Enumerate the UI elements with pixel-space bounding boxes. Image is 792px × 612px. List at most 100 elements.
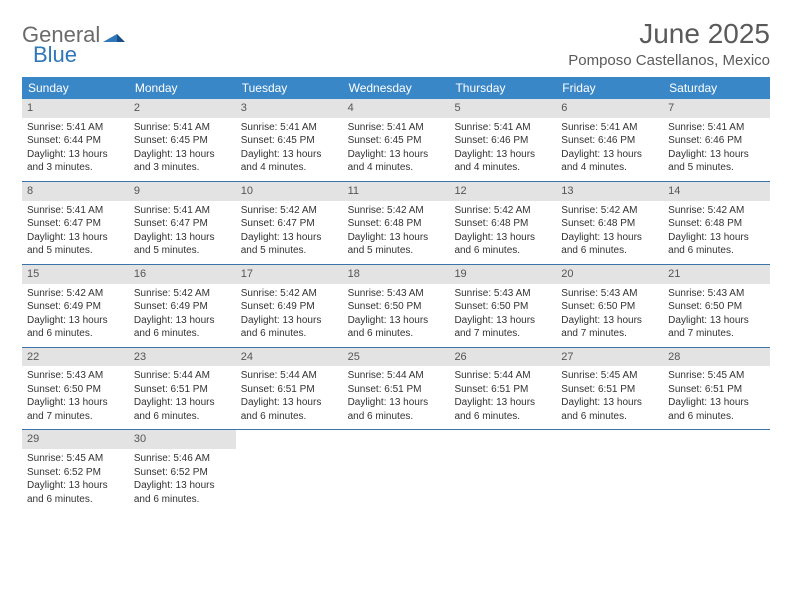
sunrise-text: Sunrise: 5:42 AM: [241, 287, 338, 301]
day-number: 3: [236, 99, 343, 118]
day-number: 17: [236, 265, 343, 284]
daylight-text: Daylight: 13 hours and 6 minutes.: [348, 314, 445, 341]
day-cell: 6Sunrise: 5:41 AMSunset: 6:46 PMDaylight…: [556, 99, 663, 181]
day-body: Sunrise: 5:46 AMSunset: 6:52 PMDaylight:…: [129, 449, 236, 512]
brand-word-2: Blue: [33, 42, 77, 68]
brand-mark-icon: [103, 22, 125, 48]
sunset-text: Sunset: 6:51 PM: [134, 383, 231, 397]
day-header-thu: Thursday: [449, 77, 556, 99]
sunrise-text: Sunrise: 5:41 AM: [241, 121, 338, 135]
sunset-text: Sunset: 6:45 PM: [134, 134, 231, 148]
day-cell: 12Sunrise: 5:42 AMSunset: 6:48 PMDayligh…: [449, 182, 556, 264]
day-cell: 24Sunrise: 5:44 AMSunset: 6:51 PMDayligh…: [236, 348, 343, 430]
daylight-text: Daylight: 13 hours and 6 minutes.: [561, 231, 658, 258]
sunset-text: Sunset: 6:49 PM: [241, 300, 338, 314]
day-body: Sunrise: 5:41 AMSunset: 6:45 PMDaylight:…: [129, 118, 236, 181]
daylight-text: Daylight: 13 hours and 4 minutes.: [454, 148, 551, 175]
title-block: June 2025 Pomposo Castellanos, Mexico: [568, 18, 770, 69]
day-body: Sunrise: 5:44 AMSunset: 6:51 PMDaylight:…: [236, 366, 343, 429]
daylight-text: Daylight: 13 hours and 6 minutes.: [134, 314, 231, 341]
calendar-grid: Sunday Monday Tuesday Wednesday Thursday…: [22, 77, 770, 512]
day-number: 20: [556, 265, 663, 284]
sunrise-text: Sunrise: 5:42 AM: [241, 204, 338, 218]
sunset-text: Sunset: 6:48 PM: [668, 217, 765, 231]
daylight-text: Daylight: 13 hours and 6 minutes.: [454, 231, 551, 258]
day-number: 30: [129, 430, 236, 449]
sunset-text: Sunset: 6:50 PM: [668, 300, 765, 314]
daylight-text: Daylight: 13 hours and 4 minutes.: [348, 148, 445, 175]
day-cell: 18Sunrise: 5:43 AMSunset: 6:50 PMDayligh…: [343, 265, 450, 347]
day-cell: 9Sunrise: 5:41 AMSunset: 6:47 PMDaylight…: [129, 182, 236, 264]
sunset-text: Sunset: 6:47 PM: [27, 217, 124, 231]
day-body: Sunrise: 5:41 AMSunset: 6:45 PMDaylight:…: [236, 118, 343, 181]
day-number: 25: [343, 348, 450, 367]
month-title: June 2025: [568, 18, 770, 50]
day-cell: 11Sunrise: 5:42 AMSunset: 6:48 PMDayligh…: [343, 182, 450, 264]
day-number: 13: [556, 182, 663, 201]
sunrise-text: Sunrise: 5:41 AM: [134, 121, 231, 135]
daylight-text: Daylight: 13 hours and 7 minutes.: [561, 314, 658, 341]
sunset-text: Sunset: 6:45 PM: [241, 134, 338, 148]
day-header-wed: Wednesday: [343, 77, 450, 99]
day-cell: 14Sunrise: 5:42 AMSunset: 6:48 PMDayligh…: [663, 182, 770, 264]
day-cell: 23Sunrise: 5:44 AMSunset: 6:51 PMDayligh…: [129, 348, 236, 430]
day-cell: 20Sunrise: 5:43 AMSunset: 6:50 PMDayligh…: [556, 265, 663, 347]
daylight-text: Daylight: 13 hours and 3 minutes.: [27, 148, 124, 175]
sunset-text: Sunset: 6:47 PM: [241, 217, 338, 231]
day-body: Sunrise: 5:42 AMSunset: 6:49 PMDaylight:…: [22, 284, 129, 347]
sunrise-text: Sunrise: 5:45 AM: [27, 452, 124, 466]
day-cell: 8 Sunrise: 5:41 AMSunset: 6:47 PMDaylight…: [22, 182, 129, 264]
sunrise-text: Sunrise: 5:43 AM: [668, 287, 765, 301]
daylight-text: Daylight: 13 hours and 6 minutes.: [668, 231, 765, 258]
sunset-text: Sunset: 6:52 PM: [134, 466, 231, 480]
day-number: 27: [556, 348, 663, 367]
daylight-text: Daylight: 13 hours and 6 minutes.: [348, 396, 445, 423]
location-text: Pomposo Castellanos, Mexico: [568, 52, 770, 69]
daylight-text: Daylight: 13 hours and 6 minutes.: [668, 396, 765, 423]
day-body: Sunrise: 5:45 AMSunset: 6:52 PMDaylight:…: [22, 449, 129, 512]
sunrise-text: Sunrise: 5:41 AM: [561, 121, 658, 135]
day-body: Sunrise: 5:42 AMSunset: 6:49 PMDaylight:…: [129, 284, 236, 347]
sunrise-text: Sunrise: 5:41 AM: [27, 204, 124, 218]
week-row: 8Sunrise: 5:41 AMSunset: 6:47 PMDaylight…: [22, 182, 770, 265]
sunset-text: Sunset: 6:49 PM: [134, 300, 231, 314]
sunrise-text: Sunrise: 5:42 AM: [561, 204, 658, 218]
day-header-row: Sunday Monday Tuesday Wednesday Thursday…: [22, 77, 770, 99]
day-header-tue: Tuesday: [236, 77, 343, 99]
empty-cell: [663, 430, 770, 512]
day-body: Sunrise: 5:42 AMSunset: 6:49 PMDaylight:…: [236, 284, 343, 347]
day-cell: 13 Sunrise: 5:42 AMSunset: 6:48 PMDayligh…: [556, 182, 663, 264]
daylight-text: Daylight: 13 hours and 5 minutes.: [27, 231, 124, 258]
sunset-text: Sunset: 6:51 PM: [348, 383, 445, 397]
day-number: 9: [129, 182, 236, 201]
sunrise-text: Sunrise: 5:43 AM: [454, 287, 551, 301]
day-body: Sunrise: 5:41 AMSunset: 6:46 PMDaylight:…: [556, 118, 663, 181]
day-number: 21: [663, 265, 770, 284]
sunrise-text: Sunrise: 5:46 AM: [134, 452, 231, 466]
day-body: Sunrise: 5:42 AMSunset: 6:48 PMDaylight:…: [663, 201, 770, 264]
day-number: 8: [22, 182, 129, 201]
daylight-text: Daylight: 13 hours and 6 minutes.: [27, 479, 124, 506]
sunset-text: Sunset: 6:51 PM: [454, 383, 551, 397]
day-cell: 2Sunrise: 5:41 AMSunset: 6:45 PMDaylight…: [129, 99, 236, 181]
sunrise-text: Sunrise: 5:41 AM: [454, 121, 551, 135]
day-number: 4: [343, 99, 450, 118]
day-body: Sunrise: 5:45 AMSunset: 6:51 PMDaylight:…: [556, 366, 663, 429]
day-header-sun: Sunday: [22, 77, 129, 99]
week-row: 15Sunrise: 5:42 AMSunset: 6:49 PMDayligh…: [22, 265, 770, 348]
day-cell: 10Sunrise: 5:42 AMSunset: 6:47 PMDayligh…: [236, 182, 343, 264]
day-cell: 17Sunrise: 5:42 AMSunset: 6:49 PMDayligh…: [236, 265, 343, 347]
day-cell: 7Sunrise: 5:41 AMSunset: 6:46 PMDaylight…: [663, 99, 770, 181]
day-body: Sunrise: 5:41 AMSunset: 6:45 PMDaylight:…: [343, 118, 450, 181]
sunrise-text: Sunrise: 5:44 AM: [134, 369, 231, 383]
daylight-text: Daylight: 13 hours and 6 minutes.: [241, 396, 338, 423]
sunrise-text: Sunrise: 5:42 AM: [348, 204, 445, 218]
day-number: 23: [129, 348, 236, 367]
sunset-text: Sunset: 6:48 PM: [561, 217, 658, 231]
sunrise-text: Sunrise: 5:44 AM: [241, 369, 338, 383]
day-cell: 16Sunrise: 5:42 AMSunset: 6:49 PMDayligh…: [129, 265, 236, 347]
daylight-text: Daylight: 13 hours and 4 minutes.: [241, 148, 338, 175]
daylight-text: Daylight: 13 hours and 6 minutes.: [454, 396, 551, 423]
daylight-text: Daylight: 13 hours and 4 minutes.: [561, 148, 658, 175]
day-body: Sunrise: 5:41 AMSunset: 6:44 PMDaylight:…: [22, 118, 129, 181]
